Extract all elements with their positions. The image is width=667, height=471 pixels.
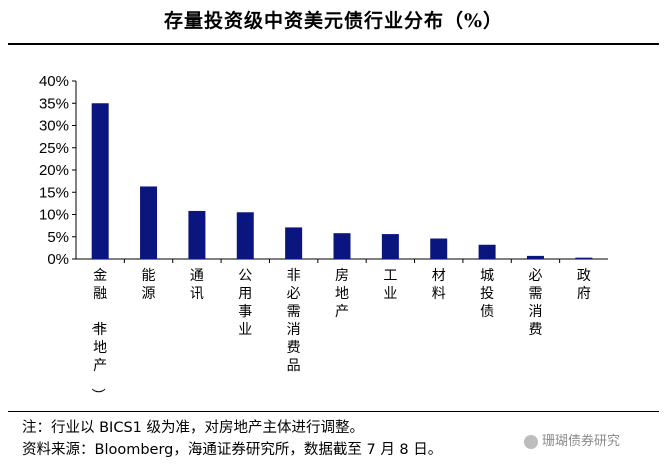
bar — [478, 244, 496, 259]
page-title: 存量投资级中资美元债行业分布（%） — [163, 10, 504, 32]
x-tick-label: 房地产 — [335, 268, 349, 320]
y-tick-label: 25% — [39, 140, 69, 157]
y-tick-label: 35% — [39, 95, 69, 112]
y-tick-label: 30% — [39, 118, 69, 135]
y-tick-label: 20% — [39, 162, 69, 179]
note-line: 注：行业以 BICS1 级为准，对房地产主体进行调整。 — [22, 420, 364, 436]
x-tick-label: 非必需消费品 — [287, 268, 301, 374]
bar — [285, 227, 303, 259]
watermark: 珊瑚债券研究 — [524, 430, 620, 449]
x-tick-label: 通讯 — [190, 268, 204, 302]
notes-divider — [8, 411, 659, 412]
x-tick-label: 公用事业 — [238, 268, 252, 338]
x-tick-label: 必需消费 — [528, 268, 542, 338]
bar — [430, 238, 448, 259]
x-tick-label: 工业 — [383, 268, 397, 302]
bar — [188, 210, 206, 259]
x-tick-label: 政府 — [577, 268, 591, 302]
bar — [333, 233, 351, 259]
x-tick-label: 材料 — [432, 268, 446, 302]
y-tick-label: 15% — [39, 184, 69, 201]
y-tick-label: 5% — [47, 229, 69, 246]
wechat-icon — [524, 434, 538, 449]
y-tick-label: 40% — [39, 73, 69, 90]
y-tick-label: 10% — [39, 207, 69, 224]
watermark-text: 珊瑚债券研究 — [542, 434, 621, 449]
x-tick-label: 金融（非地产） — [89, 268, 107, 400]
bar — [381, 234, 399, 259]
title-divider — [8, 43, 659, 45]
x-tick-label: 能源 — [142, 268, 156, 302]
bar — [526, 255, 544, 259]
source-line: 资料来源：Bloomberg，海通证券研究所，数据截至 7 月 8 日。 — [22, 442, 443, 458]
bar — [236, 212, 254, 259]
bar — [575, 257, 593, 259]
bar — [140, 186, 158, 259]
notes: 注：行业以 BICS1 级为准，对房地产主体进行调整。 资料来源：Bloombe… — [22, 417, 442, 461]
y-tick-label: 0% — [47, 251, 69, 268]
x-tick-label: 城投债 — [480, 268, 494, 320]
bar — [91, 103, 109, 259]
